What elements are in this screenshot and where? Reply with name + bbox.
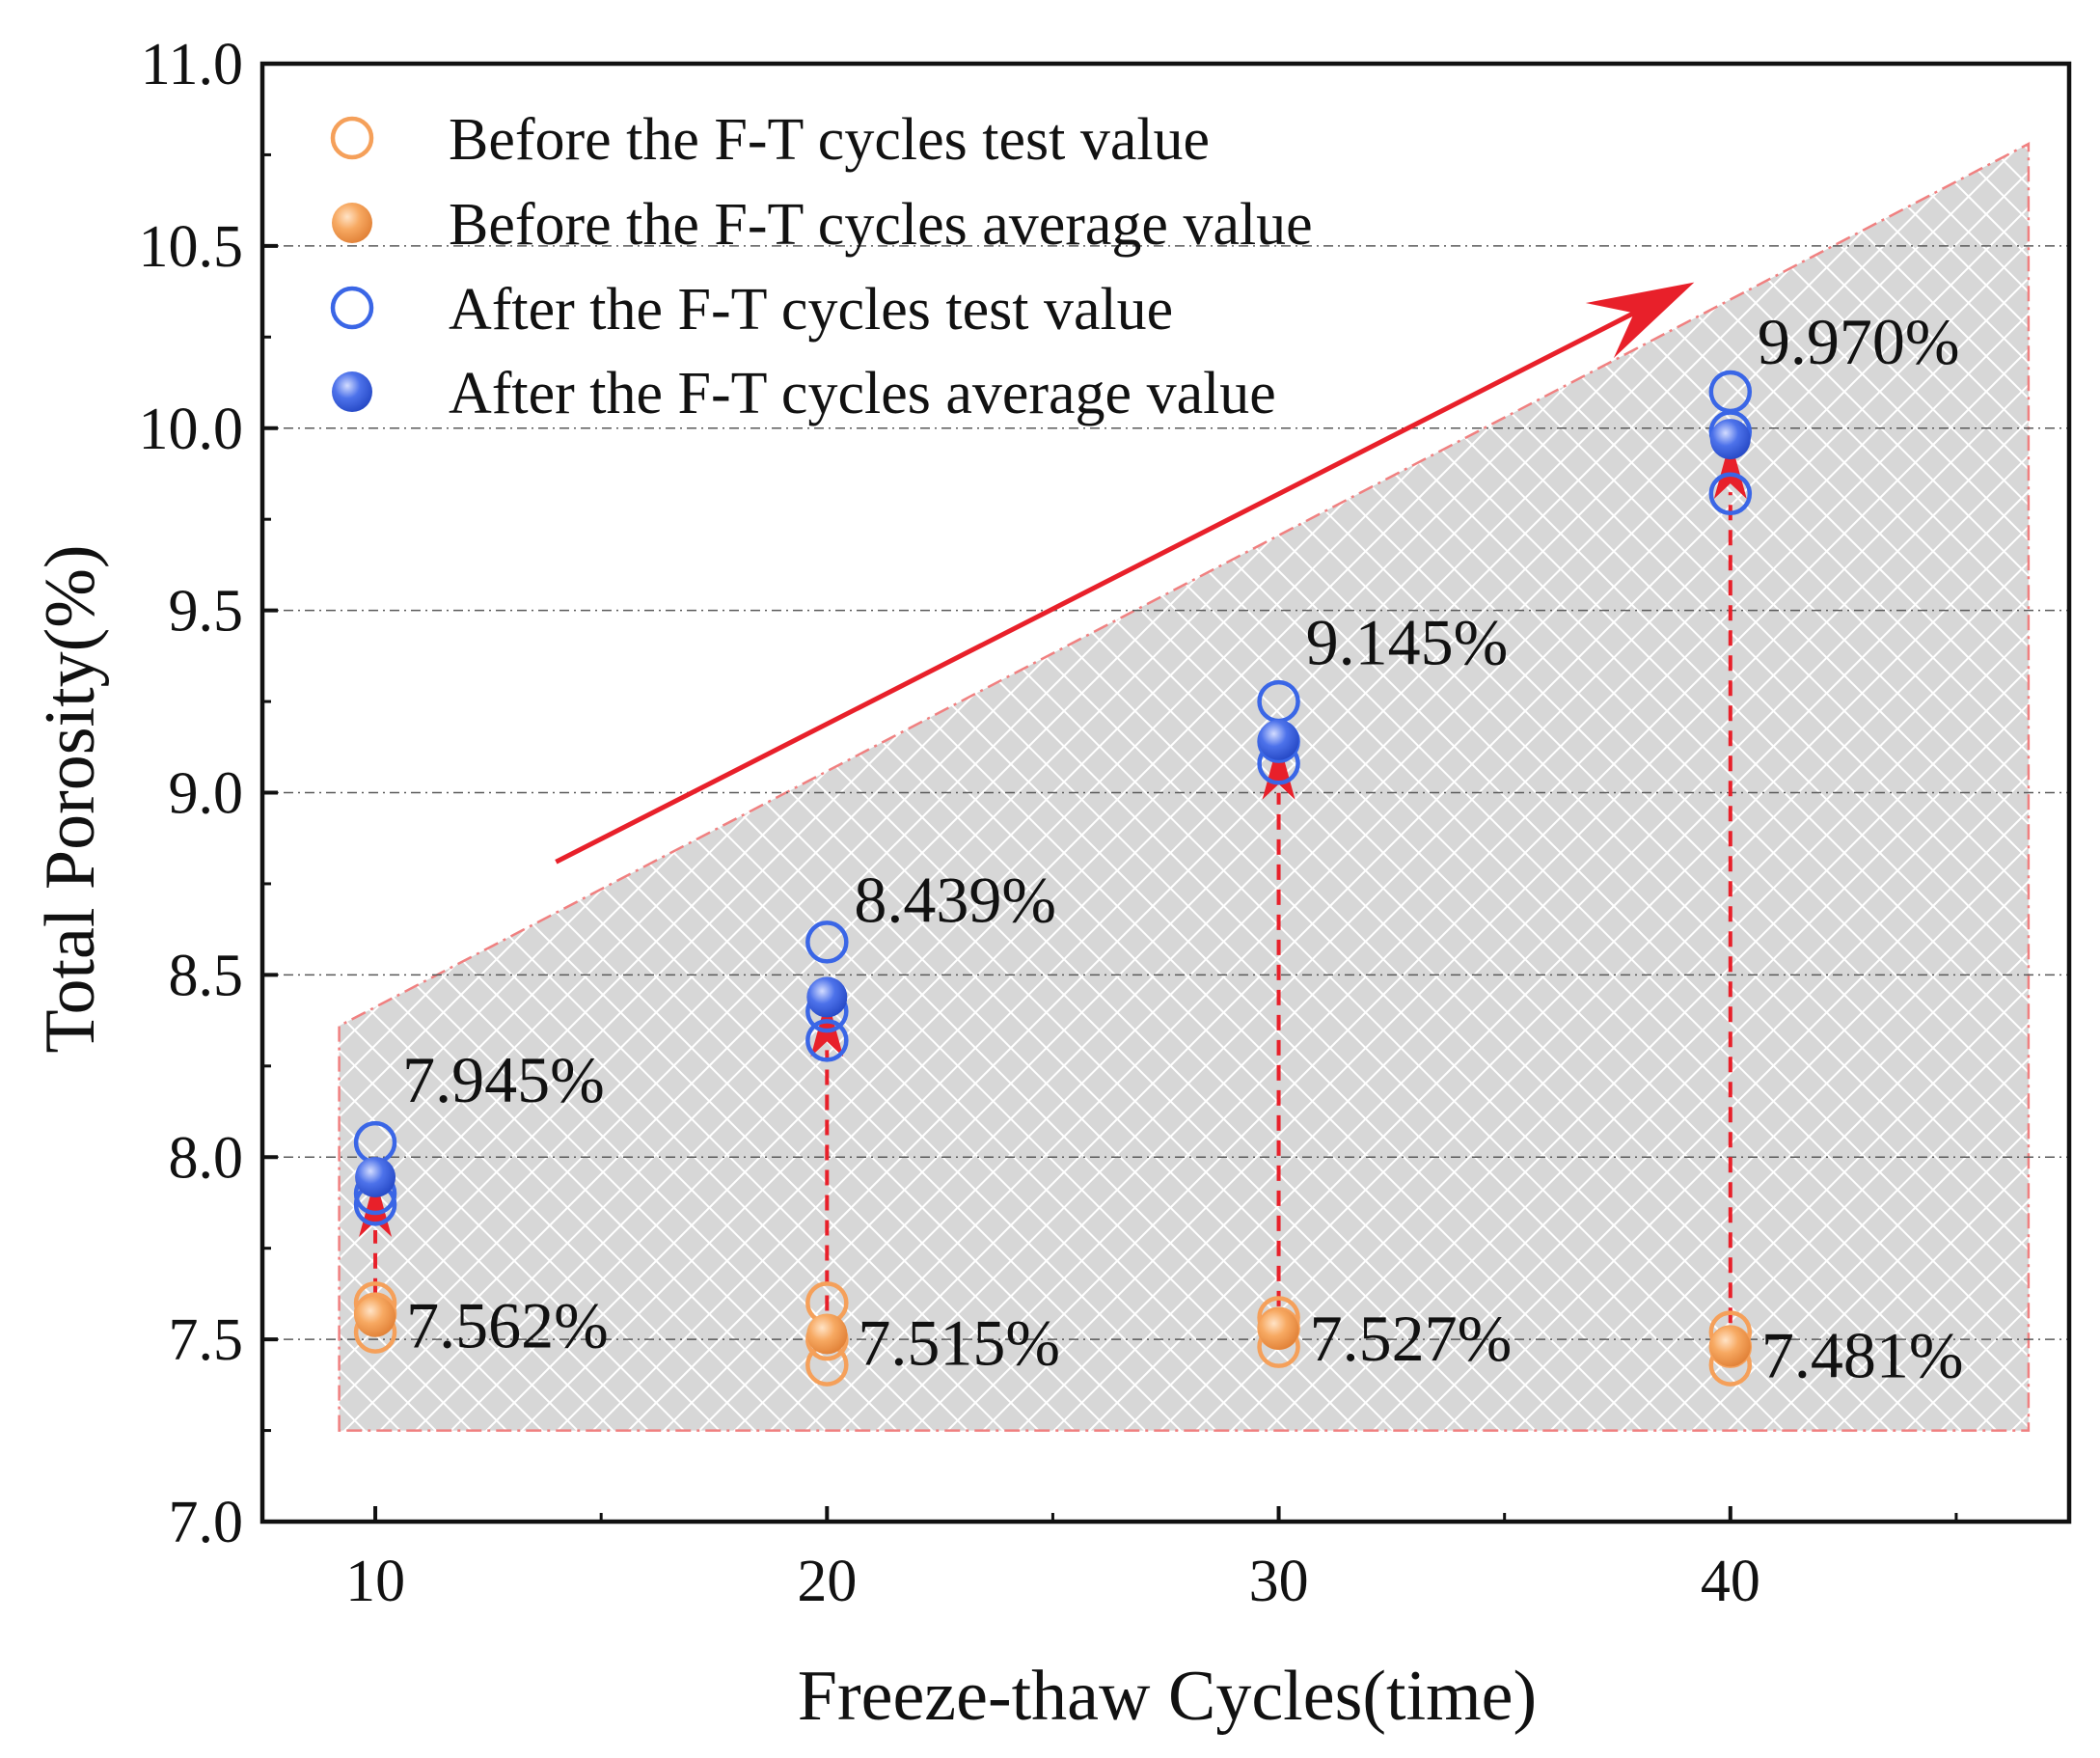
before-average-point — [1709, 1326, 1751, 1367]
trend-arrow-shaft — [555, 311, 1636, 865]
legend-marker-before-average — [332, 203, 372, 243]
before-average-point — [806, 1313, 848, 1355]
after-average-point — [1709, 419, 1751, 460]
x-tick-label: 20 — [797, 1549, 857, 1614]
legend-marker-after-test — [330, 286, 374, 330]
after-average-point — [1258, 719, 1299, 760]
data-label: 7.515% — [858, 1305, 1060, 1379]
gridlines-layer — [262, 245, 2069, 1340]
after-test-point — [1708, 472, 1753, 515]
data-label: 9.970% — [1758, 305, 1960, 378]
after-test-point — [805, 1019, 849, 1062]
x-tick-label: 40 — [1701, 1549, 1760, 1614]
legend-item: Before the F-T cycles average value — [332, 192, 1313, 258]
before-average-point — [355, 1296, 396, 1337]
y-tick-label: 8.5 — [169, 943, 244, 1008]
x-axis-title: Freeze-thaw Cycles(time) — [798, 1657, 1537, 1736]
increase-arrowhead — [810, 997, 844, 1058]
before-average-point — [1258, 1308, 1299, 1350]
data-label: 9.145% — [1306, 606, 1509, 679]
axes-layer: 7.0 7.5 8.0 8.5 9.0 9.5 10.0 10.5 11.0 10 20 30 40 — [139, 32, 2072, 1614]
legend-item: After the F-T cycles test value — [330, 277, 1173, 343]
legend-label: Before the F-T cycles test value — [449, 107, 1210, 173]
y-tick-label: 9.5 — [169, 579, 244, 645]
legend-label: After the F-T cycles test value — [449, 277, 1173, 343]
y-tick-label: 9.0 — [169, 761, 244, 827]
legend-marker-before-test — [330, 116, 374, 160]
shaded-region — [338, 142, 2031, 1432]
data-label: 7.527% — [1310, 1302, 1513, 1375]
legend-label: After the F-T cycles average value — [449, 361, 1276, 426]
trend-arrow-layer — [555, 282, 1695, 865]
increase-arrowhead — [1713, 439, 1747, 500]
legend: Before the F-T cycles test value Before … — [330, 107, 1313, 426]
data-label: 7.481% — [1761, 1318, 1964, 1391]
data-points-layer — [353, 370, 1753, 1387]
y-tick-label: 10.5 — [139, 214, 244, 280]
after-average-point — [806, 976, 848, 1018]
legend-label: Before the F-T cycles average value — [449, 192, 1313, 258]
y-tick-label: 7.5 — [169, 1307, 244, 1373]
data-label: 7.562% — [406, 1289, 609, 1362]
y-tick-label: 8.0 — [169, 1125, 244, 1191]
y-tick-label: 10.0 — [139, 397, 244, 462]
y-tick-label: 11.0 — [141, 32, 243, 97]
data-label: 7.945% — [402, 1043, 605, 1116]
x-tick-label: 10 — [345, 1549, 405, 1614]
data-label: 8.439% — [854, 863, 1056, 936]
y-axis-title: Total Porosity(%) — [31, 544, 110, 1053]
x-tick-label: 30 — [1249, 1549, 1309, 1614]
trend-arrowhead — [1585, 282, 1695, 359]
data-labels-layer: 7.945% 8.439% 9.145% 9.970% 7.562% 7.515% 7.52… — [402, 305, 1963, 1391]
increase-arrowhead — [1262, 739, 1295, 800]
after-average-point — [355, 1157, 396, 1198]
legend-marker-after-average — [332, 371, 372, 412]
shaded-region-layer — [338, 142, 2031, 1432]
y-tick-label: 7.0 — [169, 1490, 244, 1555]
legend-item: Before the F-T cycles test value — [330, 107, 1210, 173]
legend-item: After the F-T cycles average value — [332, 361, 1276, 426]
after-test-point — [805, 920, 849, 964]
